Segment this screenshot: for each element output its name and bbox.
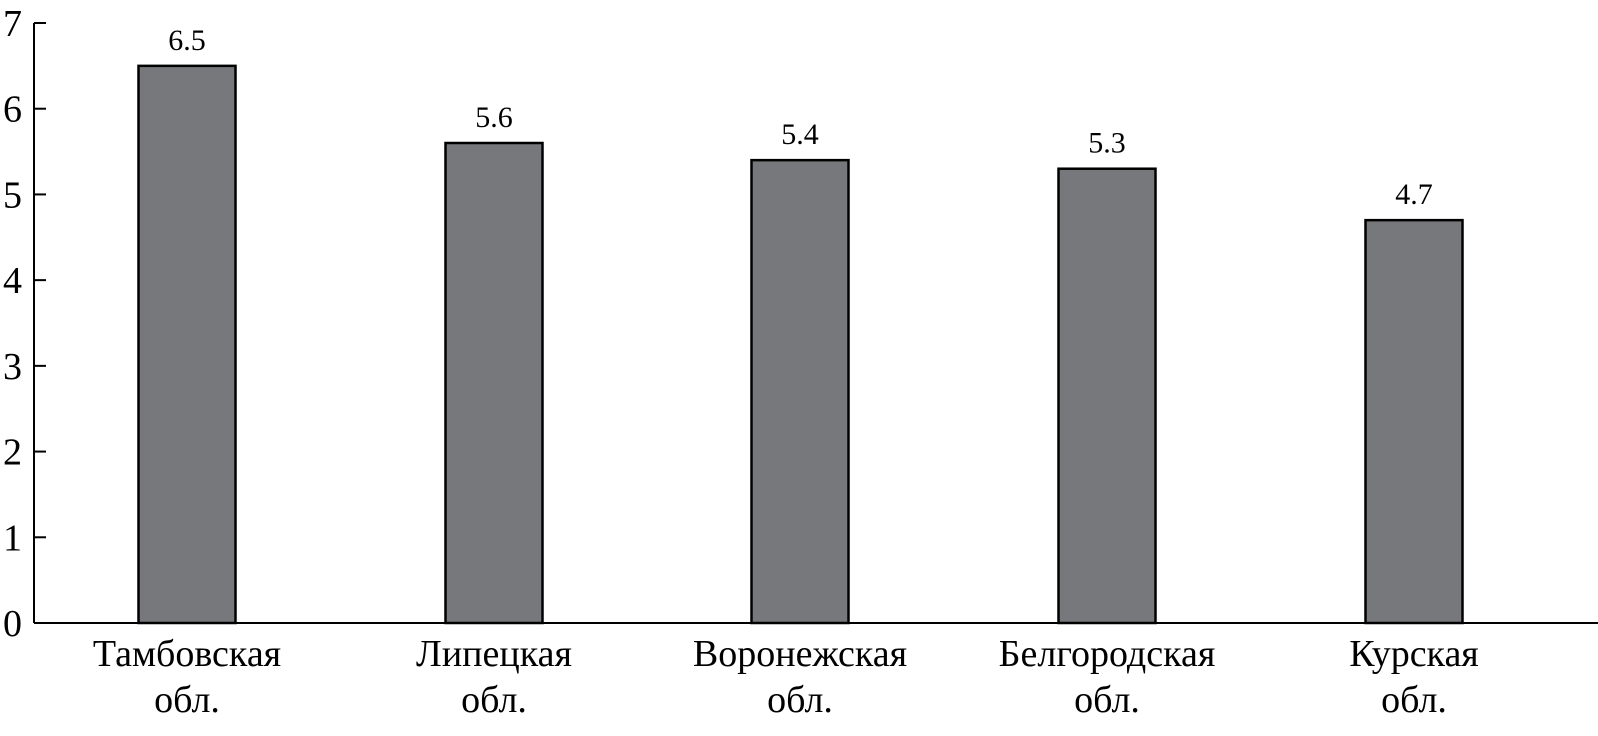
bar bbox=[444, 141, 544, 625]
y-tick-label: 1 bbox=[3, 517, 22, 559]
x-category-label: обл. bbox=[767, 679, 833, 721]
x-category-label: Тамбовская bbox=[93, 633, 281, 675]
y-tick-label: 7 bbox=[3, 3, 22, 45]
y-tick-label: 3 bbox=[3, 346, 22, 388]
y-tick-label: 0 bbox=[3, 603, 22, 645]
y-tick-label: 4 bbox=[3, 260, 22, 302]
bar-value-label: 5.6 bbox=[475, 101, 513, 134]
y-tick-label: 2 bbox=[3, 432, 22, 474]
x-category-label: Липецкая bbox=[416, 633, 572, 675]
y-tick-label: 6 bbox=[3, 89, 22, 131]
bar-value-label: 5.3 bbox=[1088, 127, 1126, 160]
y-axis-ticks: 0 1 2 3 4 5 6 7 bbox=[3, 3, 46, 645]
x-category-label: Курская bbox=[1349, 633, 1479, 675]
y-tick-label: 5 bbox=[3, 174, 22, 216]
x-category-label: Воронежская bbox=[693, 633, 907, 675]
x-category-label: обл. bbox=[154, 679, 220, 721]
bar bbox=[1057, 167, 1157, 625]
data-labels: 6.5 5.6 5.4 5.3 4.7 bbox=[168, 24, 1433, 211]
bars bbox=[137, 64, 1464, 625]
bar-value-label: 4.7 bbox=[1395, 178, 1433, 211]
bar bbox=[137, 64, 237, 625]
bar bbox=[750, 158, 850, 625]
bar-value-label: 5.4 bbox=[781, 118, 819, 151]
bar bbox=[1364, 218, 1464, 625]
bar-value-label: 6.5 bbox=[168, 24, 206, 57]
x-category-label: Белгородская bbox=[999, 633, 1216, 675]
x-category-label: обл. bbox=[1381, 679, 1447, 721]
x-axis-labels: Тамбовскаяобл.Липецкаяобл.Воронежскаяобл… bbox=[93, 633, 1479, 721]
x-category-label: обл. bbox=[461, 679, 527, 721]
x-category-label: обл. bbox=[1074, 679, 1140, 721]
